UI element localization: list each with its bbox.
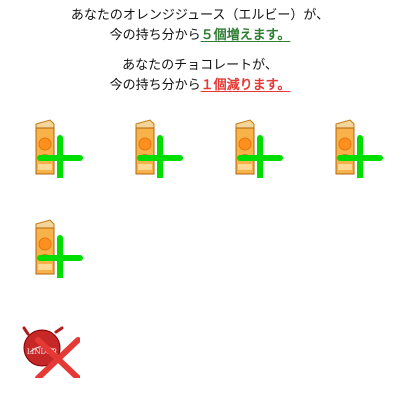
juice-item-4 xyxy=(328,118,388,178)
plus-icon xyxy=(37,235,83,278)
juice-item-5 xyxy=(28,218,88,278)
chocolate-prefix: 今の持ち分から xyxy=(109,78,201,93)
orange-prefix: 今の持ち分から xyxy=(109,28,201,43)
plus-icon xyxy=(37,135,83,178)
plus-icon xyxy=(137,135,183,178)
plus-icon xyxy=(237,135,283,178)
orange-change-amount: ５個増えます。 xyxy=(200,28,291,43)
orange-message-line2: 今の持ち分から５個増えます。 xyxy=(0,27,400,45)
chocolate-message-line2: 今の持ち分から１個減ります。 xyxy=(0,77,400,95)
chocolate-item-1: LINDOR xyxy=(20,318,80,378)
chocolate-message-line1: あなたのチョコレートが、 xyxy=(122,58,278,73)
juice-item-2 xyxy=(128,118,188,178)
juice-item-3 xyxy=(228,118,288,178)
plus-icon xyxy=(337,135,383,178)
chocolate-change-amount: １個減ります。 xyxy=(200,78,291,93)
x-icon xyxy=(35,337,80,378)
lindor-wrapper-text: LINDOR xyxy=(27,348,58,356)
lindor-chocolate-icon: LINDOR xyxy=(22,326,64,367)
orange-message-line1: あなたのオレンジジュース（エルビー）が、 xyxy=(70,8,330,23)
juice-item-1 xyxy=(28,118,88,178)
